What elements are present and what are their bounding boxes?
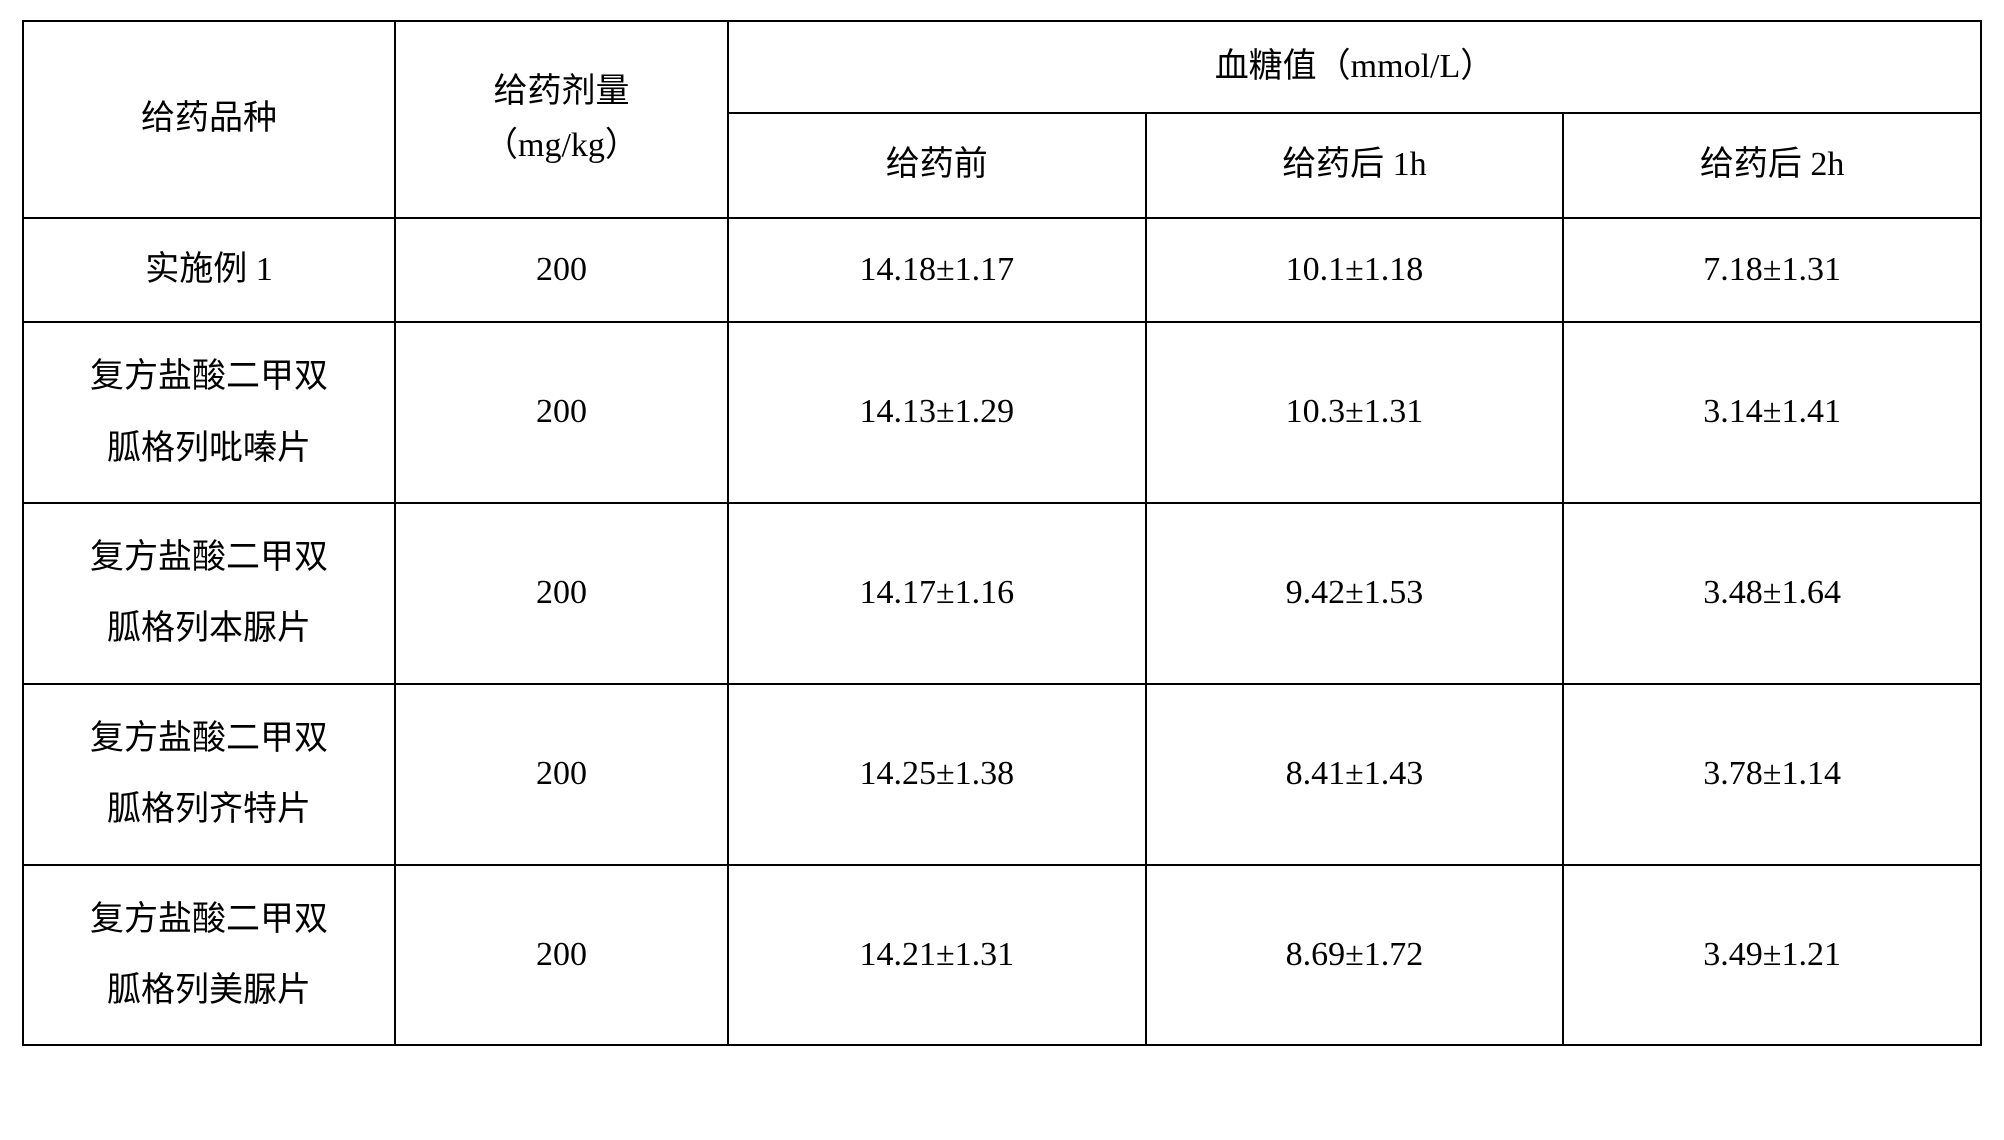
- cell-before: 14.25±1.38: [728, 684, 1146, 865]
- cell-drug: 实施例 1: [23, 218, 395, 322]
- header-drug-type: 给药品种: [23, 21, 395, 218]
- table-header-row-1: 给药品种 给药剂量（mg/kg） 血糖值（mmol/L）: [23, 21, 1981, 113]
- table-row: 复方盐酸二甲双胍格列本脲片20014.17±1.169.42±1.533.48±…: [23, 503, 1981, 684]
- cell-dose: 200: [395, 322, 728, 503]
- header-dose: 给药剂量（mg/kg）: [395, 21, 728, 218]
- cell-drug: 复方盐酸二甲双胍格列本脲片: [23, 503, 395, 684]
- header-after-2h: 给药后 2h: [1563, 113, 1981, 217]
- header-before: 给药前: [728, 113, 1146, 217]
- header-glucose-group: 血糖值（mmol/L）: [728, 21, 1981, 113]
- cell-before: 14.21±1.31: [728, 865, 1146, 1046]
- cell-after-1h: 8.69±1.72: [1146, 865, 1564, 1046]
- cell-after-2h: 3.14±1.41: [1563, 322, 1981, 503]
- cell-after-2h: 3.48±1.64: [1563, 503, 1981, 684]
- table-row: 复方盐酸二甲双胍格列吡嗪片20014.13±1.2910.3±1.313.14±…: [23, 322, 1981, 503]
- cell-after-2h: 3.49±1.21: [1563, 865, 1981, 1046]
- table-body: 实施例 120014.18±1.1710.1±1.187.18±1.31复方盐酸…: [23, 218, 1981, 1046]
- cell-after-1h: 8.41±1.43: [1146, 684, 1564, 865]
- glucose-data-table: 给药品种 给药剂量（mg/kg） 血糖值（mmol/L） 给药前 给药后 1h …: [22, 20, 1982, 1046]
- cell-drug: 复方盐酸二甲双胍格列齐特片: [23, 684, 395, 865]
- header-after-1h: 给药后 1h: [1146, 113, 1564, 217]
- cell-drug: 复方盐酸二甲双胍格列美脲片: [23, 865, 395, 1046]
- cell-dose: 200: [395, 503, 728, 684]
- table-header: 给药品种 给药剂量（mg/kg） 血糖值（mmol/L） 给药前 给药后 1h …: [23, 21, 1981, 218]
- cell-drug: 复方盐酸二甲双胍格列吡嗪片: [23, 322, 395, 503]
- cell-after-1h: 10.1±1.18: [1146, 218, 1564, 322]
- cell-dose: 200: [395, 865, 728, 1046]
- data-table-container: 给药品种 给药剂量（mg/kg） 血糖值（mmol/L） 给药前 给药后 1h …: [22, 20, 1982, 1046]
- table-row: 复方盐酸二甲双胍格列美脲片20014.21±1.318.69±1.723.49±…: [23, 865, 1981, 1046]
- cell-after-2h: 7.18±1.31: [1563, 218, 1981, 322]
- table-row: 复方盐酸二甲双胍格列齐特片20014.25±1.388.41±1.433.78±…: [23, 684, 1981, 865]
- cell-before: 14.18±1.17: [728, 218, 1146, 322]
- cell-after-2h: 3.78±1.14: [1563, 684, 1981, 865]
- cell-before: 14.17±1.16: [728, 503, 1146, 684]
- cell-after-1h: 9.42±1.53: [1146, 503, 1564, 684]
- table-row: 实施例 120014.18±1.1710.1±1.187.18±1.31: [23, 218, 1981, 322]
- cell-before: 14.13±1.29: [728, 322, 1146, 503]
- cell-dose: 200: [395, 684, 728, 865]
- cell-dose: 200: [395, 218, 728, 322]
- cell-after-1h: 10.3±1.31: [1146, 322, 1564, 503]
